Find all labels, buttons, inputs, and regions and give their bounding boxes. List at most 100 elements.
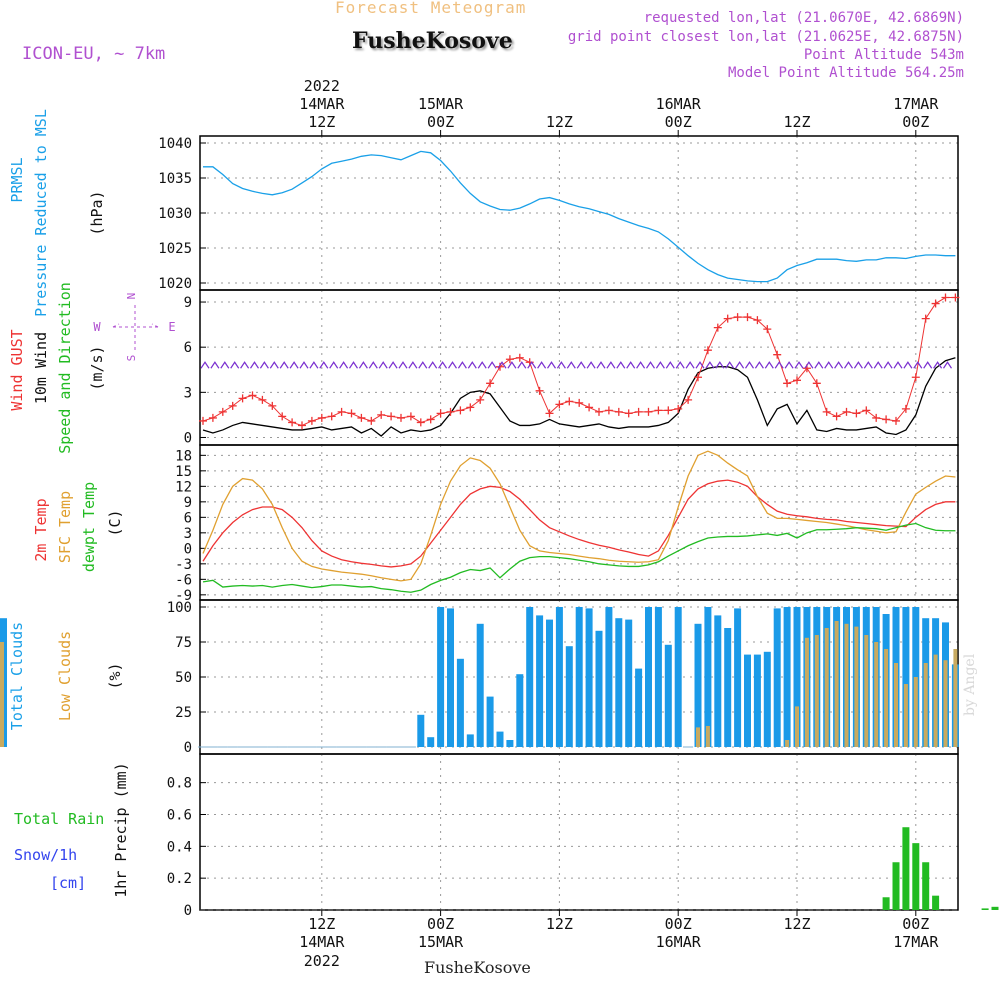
wind-dir-arrow <box>725 361 735 369</box>
wind-dir-arrow <box>507 361 517 369</box>
wind-dir-arrow <box>368 361 378 369</box>
y-tick-label: 1035 <box>158 171 192 187</box>
gust-marker <box>832 412 841 421</box>
gust-marker <box>288 418 297 427</box>
ylabel-celsius: (C) <box>106 509 124 536</box>
y-tick-label: 25 <box>175 705 192 721</box>
gust-marker <box>268 401 277 410</box>
x-tick-label-top-hour: 12Z <box>308 113 335 131</box>
wind-dir-arrow <box>834 361 844 369</box>
gust-marker <box>486 379 495 388</box>
wind-dir-arrow <box>745 361 754 369</box>
cloud-bar-low <box>884 649 889 747</box>
cloud-bar-low <box>903 684 908 747</box>
y-tick-label: 3 <box>184 526 192 542</box>
y-tick-label: 9 <box>184 295 192 311</box>
ylabel-low-clouds: Low Clouds <box>56 631 74 721</box>
gust-marker <box>931 299 940 308</box>
wind-dir-arrow <box>665 361 675 369</box>
gust-marker <box>634 407 643 416</box>
gust-marker <box>921 314 930 323</box>
cloud-bar-total <box>466 734 474 747</box>
cloud-bar-total <box>783 607 791 747</box>
gust-marker <box>951 293 960 302</box>
gust-marker <box>515 353 524 362</box>
gust-marker <box>218 407 227 416</box>
footer-station-label: FusheKosove <box>424 958 531 977</box>
cloud-bar-total <box>476 623 484 747</box>
cloud-bar-total <box>753 654 761 747</box>
cloud-bar-low <box>953 649 958 747</box>
cloud-bar-total <box>456 658 464 747</box>
gust-marker <box>763 325 772 334</box>
gust-marker <box>654 406 663 415</box>
cloud-bar-total <box>605 607 613 747</box>
wind-dir-arrow <box>319 361 329 369</box>
gust-marker <box>337 407 346 416</box>
gust-marker <box>258 395 267 404</box>
gust-marker <box>882 415 891 424</box>
wind-dir-arrow <box>398 361 408 369</box>
precip-bar <box>932 895 940 910</box>
gust-marker <box>595 407 603 416</box>
wind-dir-arrow <box>646 361 655 369</box>
y-tick-label: -3 <box>175 557 192 573</box>
y-tick-label: 100 <box>167 600 192 616</box>
y-tick-label: 9 <box>184 495 192 511</box>
cloud-bar-total <box>763 651 771 747</box>
cloud-bar-low <box>804 637 809 747</box>
compass-north: N <box>125 293 138 300</box>
series-line-wind <box>202 357 956 437</box>
cloud-bar-total <box>734 608 742 747</box>
wind-dir-arrow <box>438 361 448 369</box>
wind-dir-arrow <box>883 361 893 369</box>
compass-cross <box>112 305 159 350</box>
wind-dir-arrow <box>903 361 913 369</box>
x-tick-label-top-hour: 00Z <box>902 113 929 131</box>
gust-marker <box>199 416 207 425</box>
cloud-bar-low <box>844 623 849 747</box>
precip-bar <box>902 827 910 910</box>
x-tick-label-top-date: 15MAR <box>418 95 464 113</box>
wind-dir-arrow <box>586 361 596 369</box>
x-tick-label-bottom-hour: 00Z <box>902 915 929 933</box>
compass-west: W <box>93 320 101 334</box>
wind-dir-arrow <box>636 361 646 369</box>
wind-dir-arrow <box>418 361 428 369</box>
wind-dir-arrow <box>457 361 467 369</box>
precip-bar <box>892 862 900 910</box>
x-tick-label-top-date: 17MAR <box>893 95 939 113</box>
x-tick-label-bottom-hour: 12Z <box>546 915 573 933</box>
series-line-2m-temp <box>202 479 956 568</box>
y-tick-label: 1030 <box>158 206 192 222</box>
gust-marker <box>535 386 544 395</box>
cloud-bar-total <box>744 654 751 747</box>
cloud-bar-low <box>785 740 790 747</box>
ylabel-10m-wind: 10m Wind <box>32 332 50 404</box>
wind-dir-arrow <box>378 361 388 369</box>
y-tick-label: 6 <box>184 340 192 356</box>
cloud-bar-low <box>923 663 928 747</box>
wind-dir-arrow <box>844 361 853 369</box>
cloud-bar-low <box>696 727 700 747</box>
gust-marker <box>327 412 336 421</box>
gust-marker <box>713 323 722 332</box>
wind-dir-arrow <box>309 361 319 369</box>
x-tick-label-top-hour: 12Z <box>783 113 810 131</box>
cloud-bar-low <box>913 677 918 747</box>
wind-dir-arrow <box>943 361 952 369</box>
wind-dir-arrow <box>537 361 547 369</box>
wind-dir-arrow <box>735 361 745 369</box>
wind-dir-arrow <box>596 361 606 369</box>
y-tick-label: 3 <box>184 385 192 401</box>
panel-frame <box>199 444 959 601</box>
ylabel-precip: 1hr Precip (mm) <box>112 762 130 897</box>
wind-dir-arrow <box>289 361 299 369</box>
y-tick-label: 50 <box>175 670 192 686</box>
cloud-bar-total <box>486 696 494 747</box>
gust-marker <box>852 409 861 418</box>
y-tick-label: 0 <box>184 430 192 446</box>
wind-dir-arrow <box>764 361 774 369</box>
cloud-bar-low <box>864 635 869 747</box>
